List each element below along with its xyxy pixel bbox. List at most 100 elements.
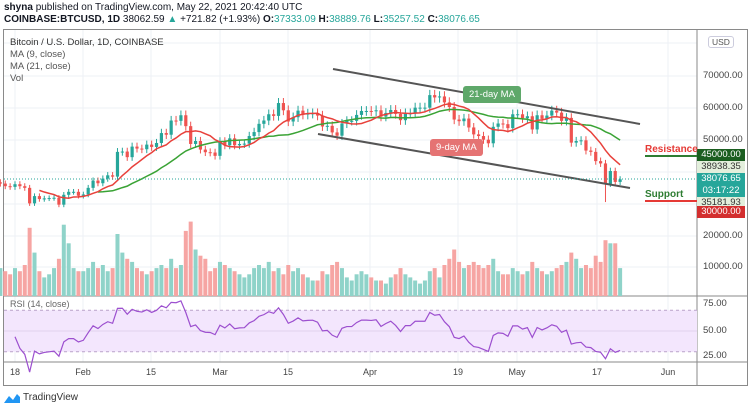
candle-body (0, 182, 2, 184)
legend-title: Bitcoin / U.S. Dollar, 1D, COINBASE (10, 37, 164, 48)
high-label: H: (318, 14, 330, 25)
volume-bar (544, 274, 549, 296)
volume-bar (505, 274, 510, 296)
candle-body (594, 151, 598, 162)
candle-body (8, 186, 12, 188)
tradingview-logo[interactable]: TradingView (4, 392, 78, 403)
date-tick: 18 (9, 367, 21, 377)
volume-bar (56, 258, 61, 296)
candle-body (13, 184, 17, 187)
volume-bar (135, 268, 139, 296)
volume-bar (81, 271, 86, 296)
volume-bar (374, 280, 379, 296)
volume-bar (515, 271, 520, 296)
candle-body (140, 148, 144, 150)
rsi-legend[interactable]: RSI (14, close) (10, 299, 70, 309)
volume-bar (598, 261, 603, 296)
bar-countdown: 03:17:22 (697, 185, 745, 197)
candle-body (467, 118, 471, 128)
volume-bar (510, 268, 515, 296)
candle-body (569, 117, 573, 143)
volume-bar (418, 283, 423, 296)
candle-body (276, 103, 281, 116)
candle-body (189, 126, 193, 144)
volume-bar (47, 274, 52, 296)
volume-bar (198, 255, 203, 296)
volume-bar (149, 271, 154, 296)
candle-body (555, 110, 559, 113)
candle-body (374, 110, 378, 112)
close-label: C: (427, 14, 439, 25)
volume-bar (359, 271, 364, 296)
candle-body (23, 186, 27, 188)
candle-body (359, 110, 364, 115)
volume-bar (42, 277, 47, 296)
candle-body (301, 110, 305, 115)
candle-body (203, 149, 207, 153)
candle-body (525, 116, 529, 119)
candle-body (564, 117, 569, 121)
candle-body (584, 140, 588, 151)
volume-bar (379, 280, 383, 296)
volume-bar (569, 252, 574, 296)
candle-body (559, 112, 564, 121)
volume-bar (237, 274, 242, 296)
candle-body (413, 107, 417, 114)
candle-body (589, 150, 593, 152)
candle-body (262, 120, 266, 124)
low-value: 35257.52 (383, 14, 425, 25)
candle-body (428, 95, 432, 108)
volume-bar (491, 258, 496, 296)
publish-date: published on TradingView.com, May 22, 20… (35, 2, 303, 13)
rsi-tick: 25.00 (703, 350, 727, 361)
currency-button[interactable]: USD (708, 36, 734, 48)
candle-body (379, 110, 383, 117)
legend-ma9[interactable]: MA (9, close) (10, 49, 66, 60)
volume-bar (13, 268, 17, 296)
volume-bar (422, 280, 427, 296)
volume-bar (369, 277, 374, 296)
date-tick: 19 (452, 367, 464, 377)
candle-body (550, 110, 554, 116)
low-label: L: (373, 14, 384, 25)
candle-body (477, 134, 481, 137)
open-value: 37333.09 (274, 14, 316, 25)
candle-body (618, 179, 622, 182)
volume-bar (325, 274, 330, 296)
candle-body (18, 184, 22, 187)
last-price-tag: 38076.65 (697, 173, 745, 185)
legend-ma21[interactable]: MA (21, close) (10, 61, 71, 72)
volume-bar (535, 268, 540, 296)
volume-bar (540, 271, 545, 296)
volume-bar (17, 271, 22, 296)
volume-bar (305, 277, 310, 296)
volume-bar (257, 265, 261, 296)
candle-body (57, 197, 61, 205)
volume-bar (222, 265, 227, 296)
volume-bar (393, 274, 398, 296)
candle-body (272, 114, 276, 116)
volume-bar (66, 243, 71, 296)
volume-bar (339, 268, 344, 296)
volume-bar (525, 271, 530, 296)
volume-bar (139, 271, 144, 296)
author[interactable]: shyna (4, 2, 33, 13)
symbol: COINBASE:BTCUSD, 1D (4, 14, 121, 25)
candle-body (501, 123, 505, 125)
volume-bar (154, 268, 159, 296)
support-price-tag: 30000.00 (697, 206, 745, 218)
chart-frame (3, 29, 748, 386)
ma21-callout: 21-day MA (463, 86, 521, 103)
legend-vol[interactable]: Vol (10, 73, 24, 84)
candle-body (452, 107, 456, 120)
volume-bar (125, 258, 130, 296)
candle-body (47, 198, 51, 200)
candle-body (67, 191, 71, 195)
candle-body (520, 114, 525, 119)
candle-body (506, 124, 510, 129)
volume-bar (388, 277, 393, 296)
candle-body (228, 138, 232, 146)
volume-bar (120, 252, 125, 296)
candle-body (496, 123, 500, 127)
